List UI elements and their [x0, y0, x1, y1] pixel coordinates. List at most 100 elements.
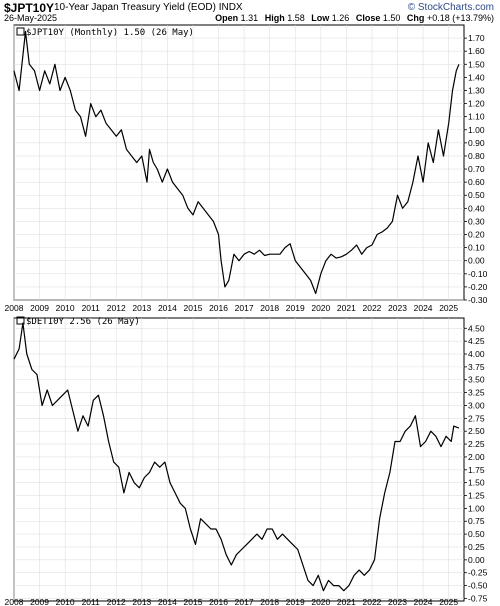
- x-tick-label: 2013: [132, 597, 151, 606]
- panel-frame: [13, 24, 465, 301]
- y-tick-label: 4.25: [468, 336, 485, 346]
- low-label: Low: [311, 13, 330, 23]
- y-tick-label: -0.20: [468, 282, 488, 292]
- y-tick-label: 1.40: [468, 72, 485, 82]
- x-tick-label: 2008: [5, 303, 24, 313]
- y-tick-label: 0.50: [468, 190, 485, 200]
- y-tick-label: 1.00: [468, 125, 485, 135]
- series-legend: $DET10Y 2.56 (26 May): [26, 317, 140, 327]
- x-tick-label: 2025: [439, 303, 458, 313]
- x-tick-label: 2015: [184, 597, 203, 606]
- y-tick-label: 0.10: [468, 243, 485, 253]
- y-tick-label: 1.70: [468, 33, 485, 43]
- y-tick-label: 0.90: [468, 138, 485, 148]
- y-tick-label: 1.30: [468, 85, 485, 95]
- x-tick-label: 2021: [337, 597, 356, 606]
- y-tick-label: 0.70: [468, 164, 485, 174]
- y-tick-label: 3.00: [468, 400, 485, 410]
- x-tick-label: 2010: [56, 597, 75, 606]
- y-tick-label: 1.50: [468, 478, 485, 488]
- y-tick-label: -0.10: [468, 269, 488, 279]
- y-tick-label: 1.20: [468, 99, 485, 109]
- high-value: 1.58: [287, 13, 305, 23]
- y-tick-label: -0.30: [468, 295, 488, 305]
- y-tick-label: 2.50: [468, 426, 485, 436]
- y-tick-label: 0.00: [468, 256, 485, 266]
- symbol-description: 10-Year Japan Treasury Yield (EOD) INDX: [54, 2, 243, 13]
- x-tick-label: 2012: [107, 597, 126, 606]
- low-value: 1.26: [331, 13, 350, 23]
- series-legend: $JPT10Y (Monthly) 1.50 (26 May): [26, 28, 194, 38]
- x-tick-label: 2013: [132, 303, 151, 313]
- x-tick-label: 2016: [209, 597, 228, 606]
- x-tick-label: 2016: [209, 303, 228, 313]
- y-tick-label: -0.25: [468, 568, 488, 578]
- x-tick-label: 2017: [235, 597, 254, 606]
- brand-label: © StockCharts.com: [407, 2, 494, 13]
- x-tick-label: 2022: [362, 597, 381, 606]
- y-tick-label: 0.60: [468, 177, 485, 187]
- series-line: [13, 322, 460, 592]
- x-tick-label: 2020: [311, 303, 330, 313]
- y-tick-label: 0.00: [468, 555, 485, 565]
- y-tick-label: 0.25: [468, 542, 485, 552]
- y-tick-label: 1.75: [468, 465, 485, 475]
- x-tick-label: 2025: [439, 597, 458, 606]
- legend-marker: [16, 27, 25, 36]
- x-tick-label: 2019: [286, 303, 305, 313]
- y-tick-label: 4.00: [468, 349, 485, 359]
- x-tick-label: 2022: [362, 303, 381, 313]
- x-tick-label: 2017: [235, 303, 254, 313]
- x-tick-label: 2008: [5, 597, 24, 606]
- y-tick-label: 3.25: [468, 388, 485, 398]
- y-tick-label: 1.50: [468, 59, 485, 69]
- x-tick-label: 2018: [260, 597, 279, 606]
- y-tick-label: 0.75: [468, 516, 485, 526]
- x-tick-label: 2023: [388, 597, 407, 606]
- chart-header: $JPT10Y 10-Year Japan Treasury Yield (EO…: [0, 0, 500, 23]
- y-tick-label: 2.25: [468, 439, 485, 449]
- y-tick-label: 1.60: [468, 46, 485, 56]
- series-line: [13, 30, 460, 295]
- legend-marker: [16, 316, 25, 325]
- x-tick-label: 2019: [286, 597, 305, 606]
- y-tick-label: 1.00: [468, 503, 485, 513]
- symbol-title: $JPT10Y: [4, 1, 55, 15]
- panel-frame: [13, 317, 465, 602]
- y-tick-label: 0.40: [468, 203, 485, 213]
- x-tick-label: 2023: [388, 303, 407, 313]
- chart-date: 26-May-2025: [4, 13, 58, 23]
- high-label: High: [264, 13, 285, 23]
- y-tick-label: 2.75: [468, 413, 485, 423]
- y-tick-label: 0.30: [468, 216, 485, 226]
- x-tick-label: 2014: [158, 303, 177, 313]
- x-tick-label: 2014: [158, 597, 177, 606]
- x-tick-label: 2009: [30, 597, 49, 606]
- x-tick-label: 2020: [311, 597, 330, 606]
- open-label: Open: [215, 13, 239, 23]
- x-tick-label: 2015: [184, 303, 203, 313]
- y-tick-label: 3.50: [468, 375, 485, 385]
- y-tick-label: 0.20: [468, 230, 485, 240]
- y-tick-label: 2.00: [468, 452, 485, 462]
- x-tick-label: 2018: [260, 303, 279, 313]
- x-tick-label: 2011: [82, 303, 101, 313]
- x-tick-label: 2010: [56, 303, 75, 313]
- y-tick-label: 0.80: [468, 151, 485, 161]
- y-tick-label: 0.50: [468, 529, 485, 539]
- open-value: 1.31: [240, 13, 259, 23]
- y-tick-label: 1.25: [468, 491, 485, 501]
- x-tick-label: 2009: [30, 303, 49, 313]
- y-tick-label: 1.10: [468, 112, 485, 122]
- x-tick-label: 2021: [337, 303, 356, 313]
- chg-label: Chg: [406, 13, 425, 23]
- chg-value: +0.18 (+13.79%): [426, 13, 494, 23]
- x-tick-label: 2012: [107, 303, 126, 313]
- y-tick-label: -0.50: [468, 581, 488, 591]
- close-label: Close: [355, 13, 381, 23]
- y-tick-label: 4.50: [468, 323, 485, 333]
- x-tick-label: 2024: [414, 597, 433, 606]
- y-tick-label: -0.75: [468, 593, 488, 603]
- y-tick-label: 3.75: [468, 362, 485, 372]
